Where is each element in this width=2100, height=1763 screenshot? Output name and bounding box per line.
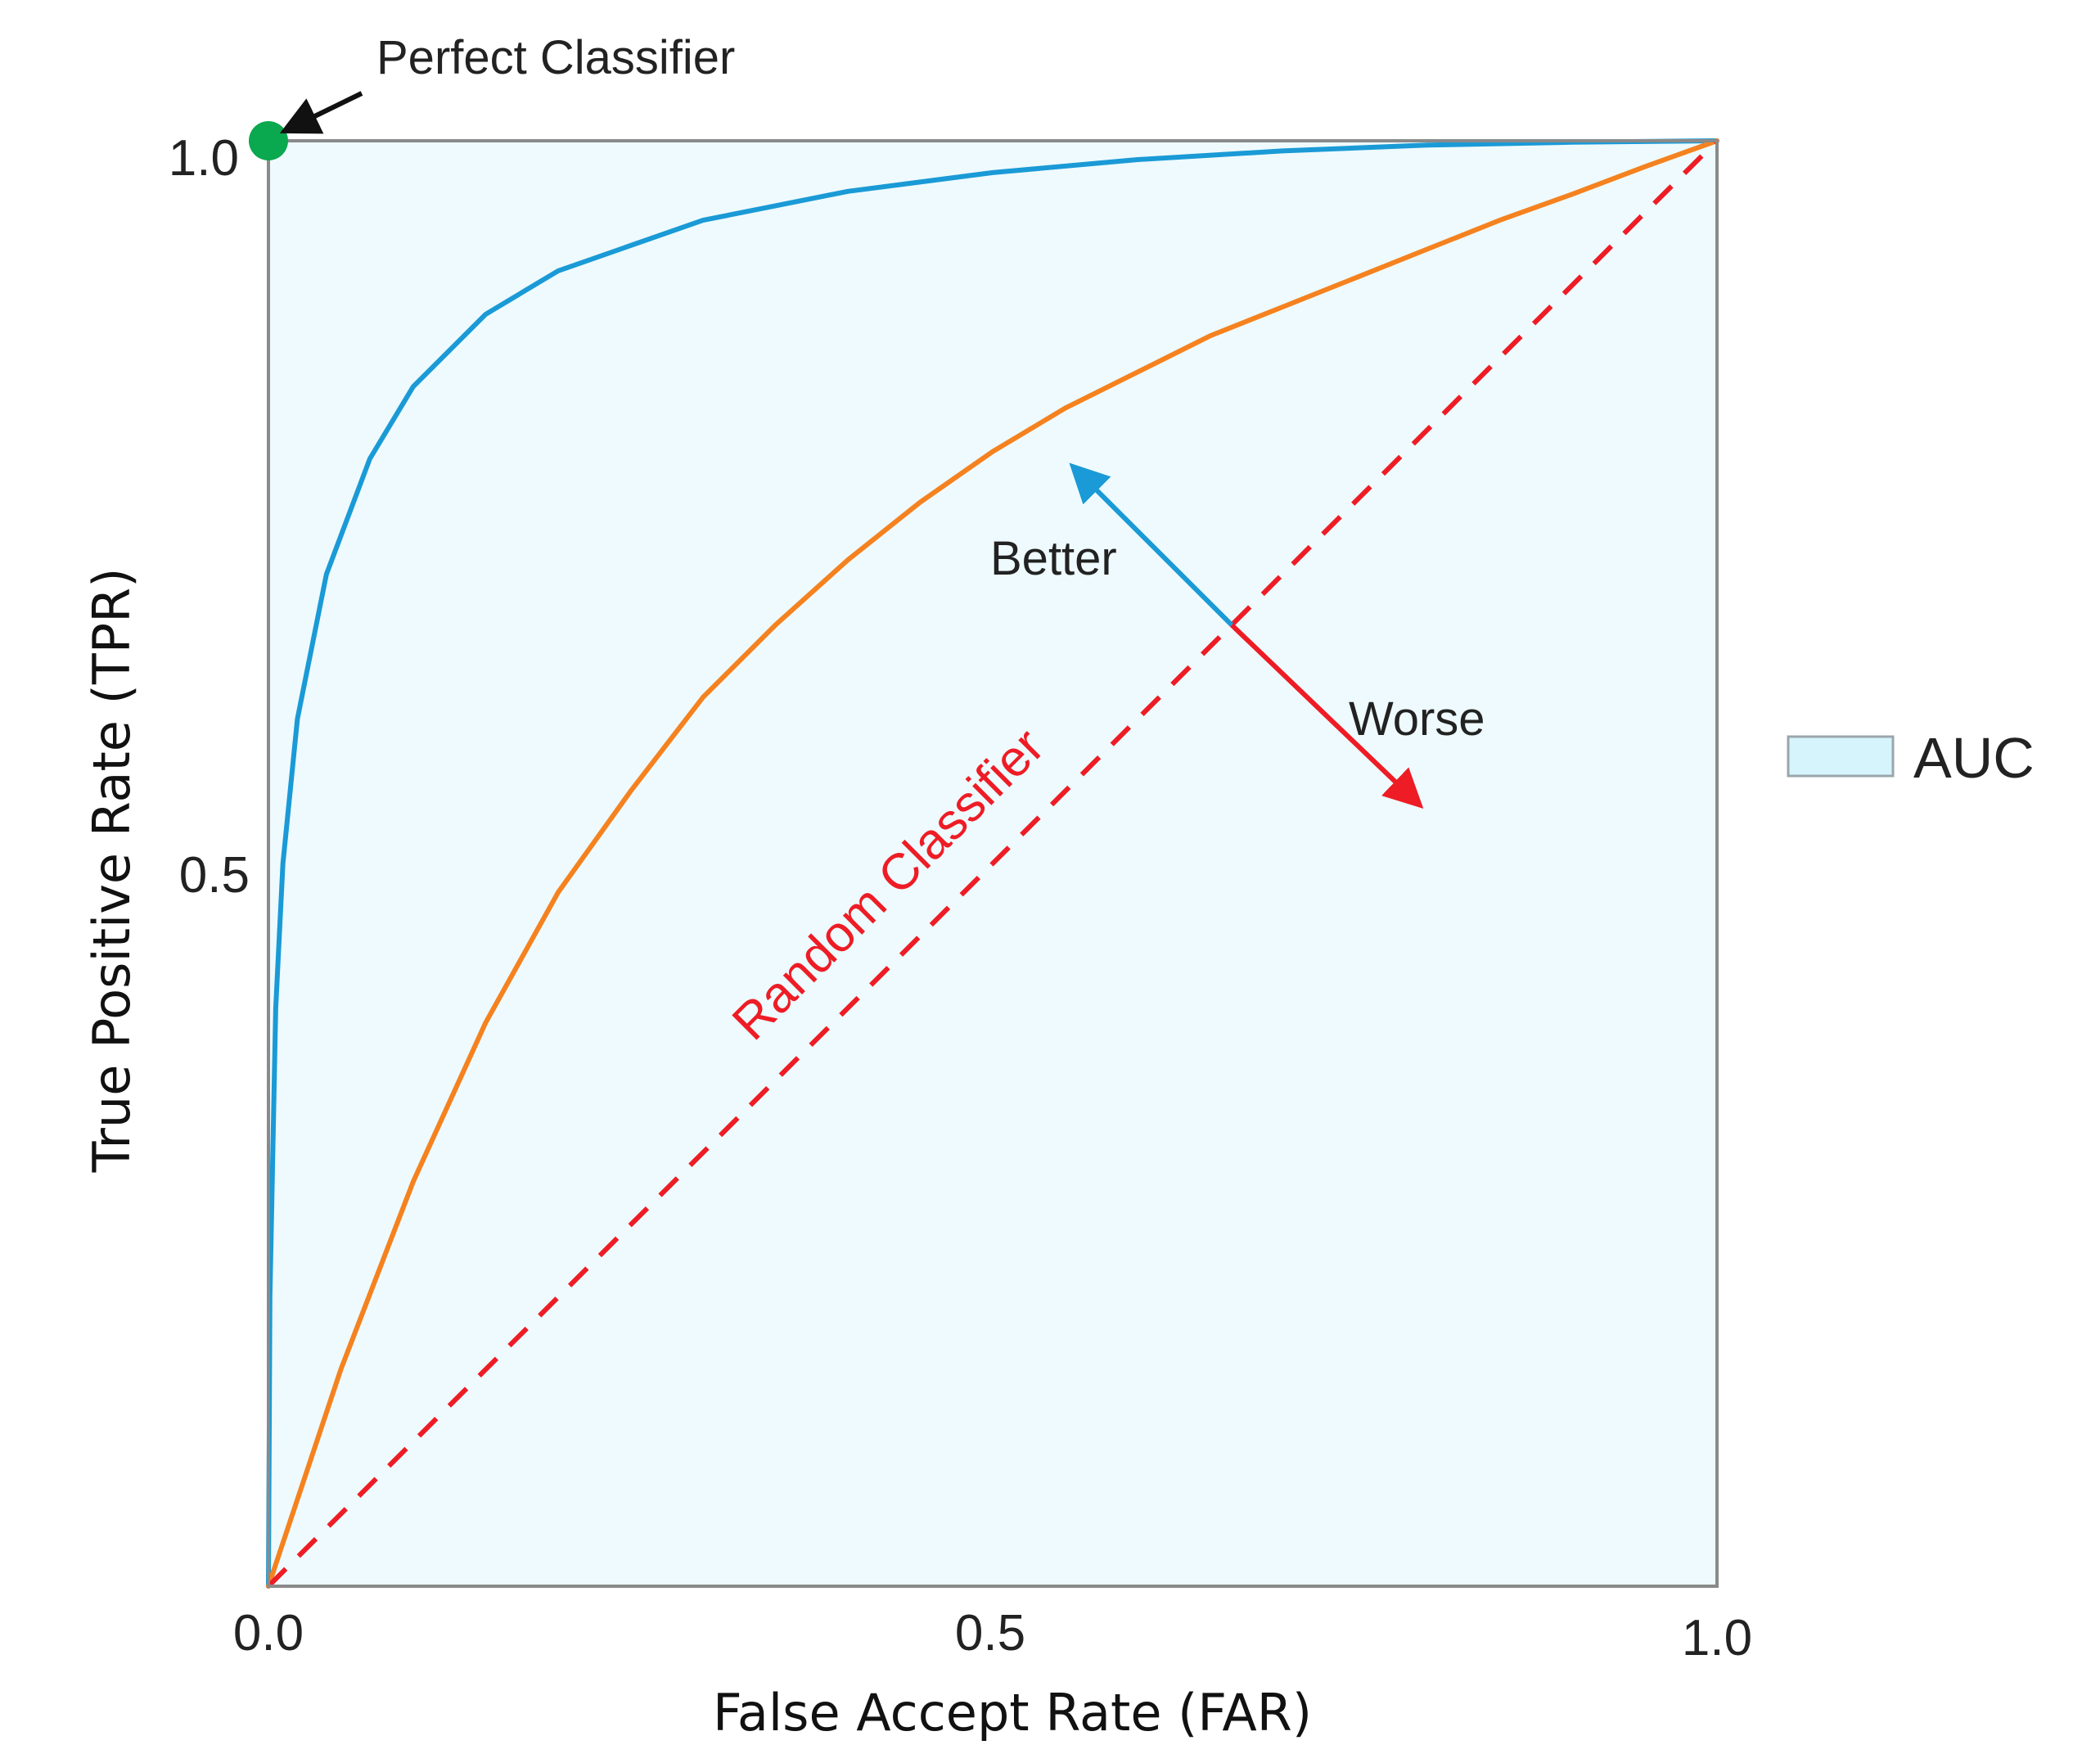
better-label: Better: [990, 532, 1117, 585]
legend-label-auc: AUC: [1913, 726, 2035, 790]
perfect-classifier-point: [249, 121, 288, 160]
series-line-2: [266, 138, 1719, 1589]
y-axis-label: True Positive Rate (TPR): [82, 568, 142, 1174]
plot-frame: [267, 139, 1719, 1588]
series-layer: [266, 138, 1719, 1589]
y-tick-label-0: 0.5: [179, 847, 250, 904]
legend-swatch-auc: [1787, 735, 1895, 778]
x-tick-label-2: 1.0: [1682, 1610, 1752, 1666]
worse-label: Worse: [1349, 692, 1485, 746]
series-line-0: [266, 138, 1719, 1589]
y-tick-label-1: 1.0: [169, 130, 239, 187]
x-axis-label: False Accept Rate (FAR): [713, 1683, 1312, 1743]
x-tick-label-1: 0.5: [955, 1605, 1025, 1662]
better-arrow: [1069, 462, 1234, 627]
perfect-classifier-arrow: [279, 91, 363, 134]
perfect-classifier-label: Perfect Classifier: [376, 31, 735, 84]
worse-arrow: [1229, 623, 1424, 809]
x-tick-label-0: 0.0: [233, 1605, 304, 1662]
series-line-1: [266, 138, 1719, 1589]
